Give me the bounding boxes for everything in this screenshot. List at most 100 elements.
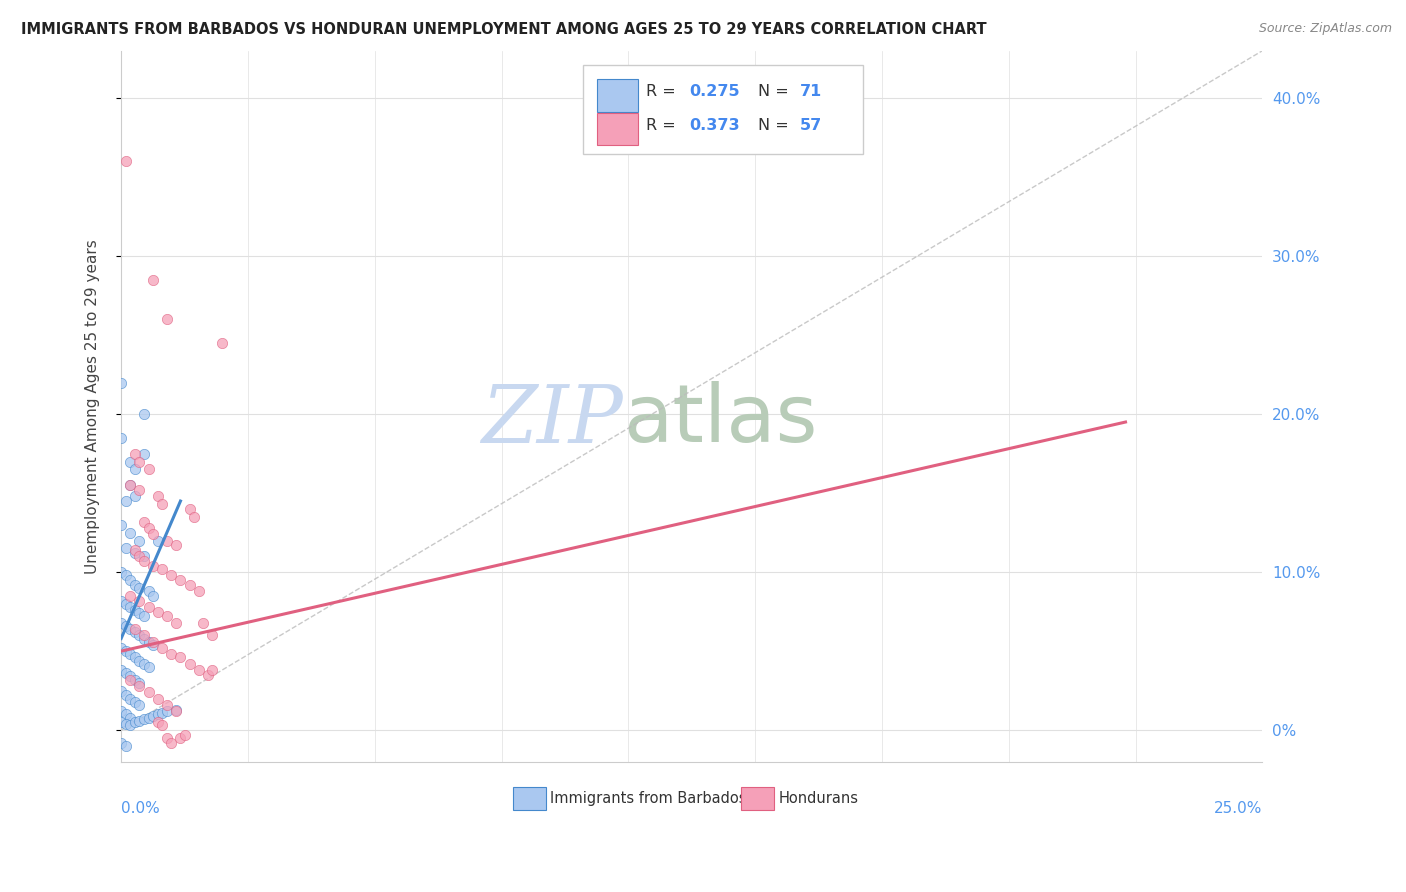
Point	[165, 538, 187, 552]
Point	[132, 447, 155, 461]
Point	[150, 718, 173, 732]
Point	[138, 462, 160, 476]
Point	[120, 478, 142, 492]
Text: 71: 71	[800, 85, 823, 99]
Point	[165, 703, 187, 717]
Point	[138, 599, 160, 614]
Point	[124, 650, 146, 665]
Point	[165, 615, 187, 630]
Point	[128, 654, 150, 668]
Text: N =: N =	[758, 85, 794, 99]
Point	[128, 714, 150, 728]
Point	[138, 584, 160, 599]
Point	[120, 718, 142, 732]
Point	[150, 562, 173, 576]
Point	[128, 675, 150, 690]
Point	[128, 679, 150, 693]
Point	[132, 632, 155, 646]
Point	[114, 541, 136, 556]
Point	[156, 731, 179, 745]
Point	[142, 638, 165, 652]
Point	[120, 673, 142, 687]
Text: Immigrants from Barbados: Immigrants from Barbados	[550, 791, 747, 806]
Point	[169, 731, 191, 745]
Point	[114, 619, 136, 633]
Text: 0.373: 0.373	[689, 118, 740, 133]
Point	[211, 336, 233, 351]
Point	[146, 489, 169, 503]
Point	[132, 657, 155, 671]
Text: 0.0%: 0.0%	[121, 801, 160, 816]
Text: 25.0%: 25.0%	[1215, 801, 1263, 816]
Point	[120, 589, 142, 603]
Point	[150, 497, 173, 511]
Point	[146, 715, 169, 730]
Point	[114, 689, 136, 703]
Point	[128, 533, 150, 548]
Point	[110, 517, 132, 532]
Point	[138, 634, 160, 648]
Point	[174, 728, 197, 742]
Point	[124, 543, 146, 558]
Point	[124, 489, 146, 503]
Point	[124, 715, 146, 730]
Point	[156, 533, 179, 548]
Point	[110, 640, 132, 655]
Point	[120, 691, 142, 706]
Point	[120, 573, 142, 587]
Point	[156, 609, 179, 624]
Point	[120, 599, 142, 614]
Point	[114, 597, 136, 611]
Point	[132, 549, 155, 564]
Point	[120, 669, 142, 683]
Point	[120, 454, 142, 468]
Point	[142, 634, 165, 648]
Point	[142, 709, 165, 723]
Point	[132, 609, 155, 624]
Point	[156, 698, 179, 712]
Point	[124, 622, 146, 636]
Point	[120, 710, 142, 724]
Point	[114, 568, 136, 582]
Point	[197, 668, 219, 682]
Point	[138, 685, 160, 699]
Point	[201, 628, 224, 642]
Point	[150, 706, 173, 720]
Text: ZIP: ZIP	[482, 382, 623, 459]
Point	[114, 154, 136, 169]
Text: IMMIGRANTS FROM BARBADOS VS HONDURAN UNEMPLOYMENT AMONG AGES 25 TO 29 YEARS CORR: IMMIGRANTS FROM BARBADOS VS HONDURAN UNE…	[21, 22, 987, 37]
Y-axis label: Unemployment Among Ages 25 to 29 years: Unemployment Among Ages 25 to 29 years	[86, 239, 100, 574]
Point	[110, 431, 132, 445]
Point	[138, 710, 160, 724]
Point	[110, 376, 132, 390]
Point	[142, 273, 165, 287]
Point	[120, 525, 142, 540]
Point	[179, 657, 201, 671]
Point	[124, 625, 146, 640]
FancyBboxPatch shape	[598, 112, 638, 145]
Point	[124, 546, 146, 560]
Text: 0.275: 0.275	[689, 85, 740, 99]
Point	[138, 660, 160, 674]
Point	[132, 628, 155, 642]
Point	[128, 454, 150, 468]
Point	[110, 683, 132, 698]
Point	[128, 549, 150, 564]
Point	[124, 447, 146, 461]
Point	[201, 663, 224, 677]
Text: R =: R =	[647, 85, 681, 99]
Point	[128, 628, 150, 642]
Point	[160, 648, 183, 662]
Point	[183, 509, 205, 524]
Point	[128, 581, 150, 595]
Point	[128, 593, 150, 607]
Point	[193, 615, 215, 630]
Point	[124, 695, 146, 709]
Point	[187, 584, 209, 599]
Point	[142, 558, 165, 573]
Point	[132, 554, 155, 568]
Point	[110, 736, 132, 750]
Text: 57: 57	[800, 118, 823, 133]
Point	[120, 648, 142, 662]
Point	[110, 704, 132, 718]
